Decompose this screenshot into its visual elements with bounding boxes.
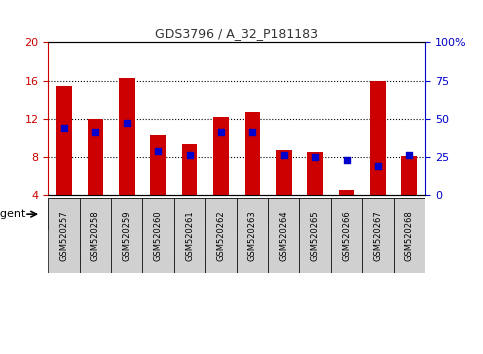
Text: GSM520260: GSM520260 — [154, 210, 163, 261]
Text: GSM520258: GSM520258 — [91, 210, 100, 261]
Text: GSM520266: GSM520266 — [342, 210, 351, 261]
FancyBboxPatch shape — [331, 198, 362, 273]
Point — [280, 152, 288, 158]
Text: agent: agent — [0, 209, 26, 219]
FancyBboxPatch shape — [142, 198, 174, 273]
Point — [185, 152, 193, 158]
FancyBboxPatch shape — [48, 198, 142, 230]
Text: GSM520262: GSM520262 — [216, 210, 226, 261]
Text: GSM520267: GSM520267 — [373, 210, 383, 261]
FancyBboxPatch shape — [331, 198, 425, 230]
Point — [406, 152, 413, 158]
Text: control: control — [76, 209, 114, 219]
Point — [374, 163, 382, 169]
Text: GSM520265: GSM520265 — [311, 210, 320, 261]
Bar — [87, 119, 103, 195]
FancyBboxPatch shape — [142, 198, 237, 230]
Bar — [119, 78, 135, 195]
Text: GSM520268: GSM520268 — [405, 210, 414, 261]
Point — [312, 154, 319, 159]
FancyBboxPatch shape — [268, 198, 299, 273]
Point — [60, 125, 68, 131]
Text: GSM520264: GSM520264 — [279, 210, 288, 261]
Point — [249, 130, 256, 135]
FancyBboxPatch shape — [80, 198, 111, 273]
Legend: count, percentile rank within the sample: count, percentile rank within the sample — [53, 239, 243, 271]
FancyBboxPatch shape — [237, 198, 331, 230]
FancyBboxPatch shape — [394, 198, 425, 273]
Text: edelfosine: edelfosine — [349, 209, 407, 219]
Point — [343, 157, 351, 162]
FancyBboxPatch shape — [362, 198, 394, 273]
Text: InoPAF: InoPAF — [171, 209, 208, 219]
FancyBboxPatch shape — [299, 198, 331, 273]
FancyBboxPatch shape — [48, 198, 80, 273]
Text: GlcPAF: GlcPAF — [265, 209, 303, 219]
Point — [155, 148, 162, 153]
FancyBboxPatch shape — [205, 198, 237, 273]
Text: GSM520263: GSM520263 — [248, 210, 257, 261]
Point — [123, 120, 130, 126]
FancyBboxPatch shape — [237, 198, 268, 273]
Bar — [150, 135, 166, 195]
Bar — [182, 144, 198, 195]
Point — [217, 130, 225, 135]
Text: GSM520259: GSM520259 — [122, 210, 131, 261]
Bar — [370, 81, 386, 195]
Bar — [339, 190, 355, 195]
Bar — [307, 152, 323, 195]
Title: GDS3796 / A_32_P181183: GDS3796 / A_32_P181183 — [155, 27, 318, 40]
FancyBboxPatch shape — [111, 198, 142, 273]
Bar — [244, 112, 260, 195]
Bar — [56, 86, 72, 195]
Bar — [213, 117, 229, 195]
Text: GSM520257: GSM520257 — [59, 210, 69, 261]
Bar — [401, 156, 417, 195]
Bar — [276, 150, 292, 195]
Text: GSM520261: GSM520261 — [185, 210, 194, 261]
FancyBboxPatch shape — [174, 198, 205, 273]
Point — [92, 130, 99, 135]
